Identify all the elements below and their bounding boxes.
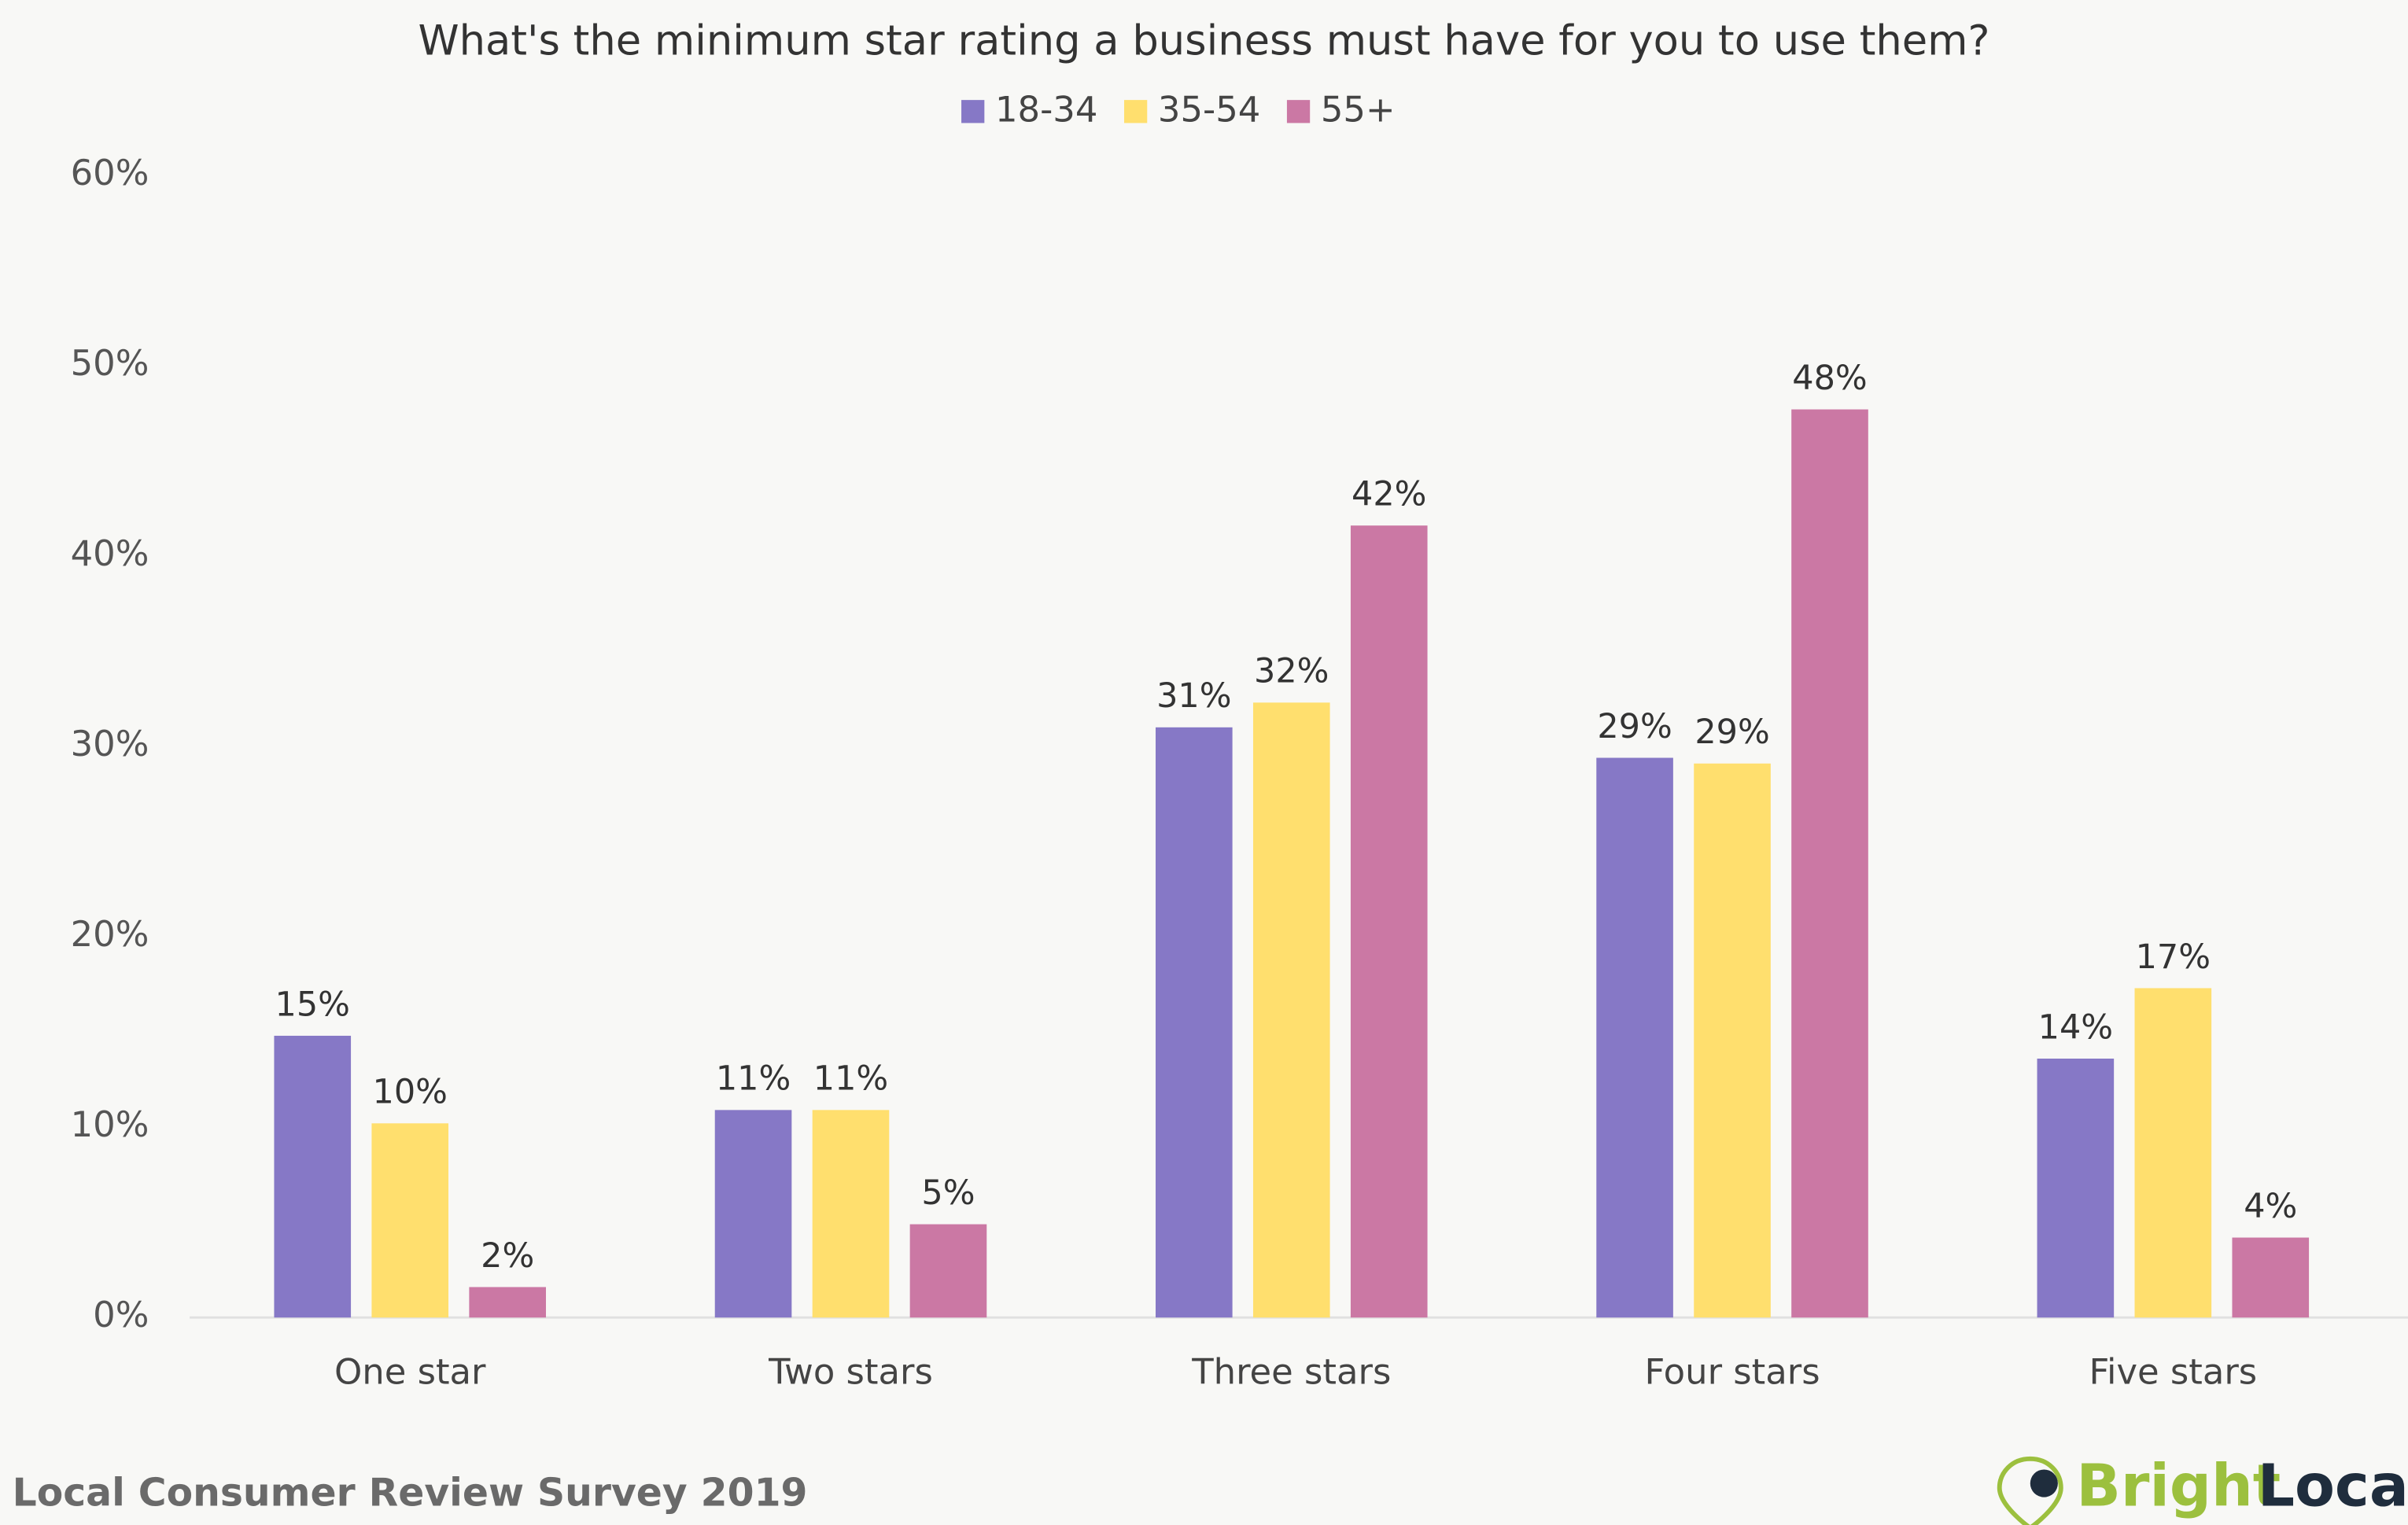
bar <box>2037 1058 2115 1318</box>
brand-logo: Bright Local <box>1997 1452 2408 1525</box>
bar <box>812 1110 890 1318</box>
bar <box>469 1287 546 1318</box>
value-label: 15% <box>275 985 350 1024</box>
bar <box>274 1035 352 1318</box>
bar <box>1791 409 1868 1318</box>
logo-dot <box>2030 1469 2058 1497</box>
value-label: 14% <box>2038 1007 2113 1047</box>
value-label: 2% <box>481 1236 534 1276</box>
legend-swatch <box>1286 100 1311 123</box>
bar <box>714 1110 792 1318</box>
value-label: 10% <box>373 1073 448 1112</box>
legend-swatch <box>961 100 985 123</box>
value-label: 31% <box>1156 676 1231 716</box>
bar <box>371 1123 449 1318</box>
value-label: 42% <box>1352 475 1426 514</box>
x-tick-label: Five stars <box>2089 1350 2257 1392</box>
brand-local: Local <box>2258 1452 2408 1519</box>
value-label: 29% <box>1694 713 1769 752</box>
y-tick-label: 60% <box>71 152 149 193</box>
x-tick-label: One star <box>334 1350 486 1392</box>
y-tick-label: 30% <box>71 723 149 764</box>
bar <box>1350 525 1428 1318</box>
bar <box>909 1224 987 1318</box>
value-label: 5% <box>921 1173 975 1213</box>
y-tick-label: 40% <box>71 532 149 574</box>
bar <box>2134 988 2212 1318</box>
logo-pin <box>1997 1456 2063 1525</box>
x-tick-label: Four stars <box>1644 1350 1820 1392</box>
value-label: 11% <box>813 1059 888 1099</box>
brand-bright: Bright <box>2076 1452 2281 1519</box>
value-label: 48% <box>1792 359 1867 398</box>
bar <box>1156 727 1233 1318</box>
legend-swatch <box>1123 100 1148 123</box>
legend-label: 55+ <box>1321 89 1396 131</box>
value-label: 17% <box>2136 937 2211 977</box>
value-label: 29% <box>1597 707 1672 746</box>
bar <box>1252 702 1330 1318</box>
value-label: 4% <box>2244 1187 2297 1226</box>
legend-label: 18-34 <box>995 89 1097 131</box>
y-tick-label: 10% <box>71 1103 149 1145</box>
x-tick-label: Two stars <box>768 1350 933 1392</box>
y-tick-label: 0% <box>93 1294 149 1335</box>
source-note: Local Consumer Review Survey 2019 <box>13 1471 808 1516</box>
value-label: 32% <box>1254 652 1329 691</box>
bar <box>1694 763 1771 1318</box>
bar <box>1596 757 1673 1318</box>
x-tick-label: Three stars <box>1191 1350 1391 1392</box>
y-tick-label: 50% <box>71 342 149 384</box>
bar <box>2232 1237 2310 1318</box>
chart-title: What's the minimum star rating a busines… <box>419 17 1990 65</box>
y-tick-label: 20% <box>71 913 149 955</box>
legend-label: 35-54 <box>1158 89 1260 131</box>
value-label: 11% <box>716 1059 791 1099</box>
